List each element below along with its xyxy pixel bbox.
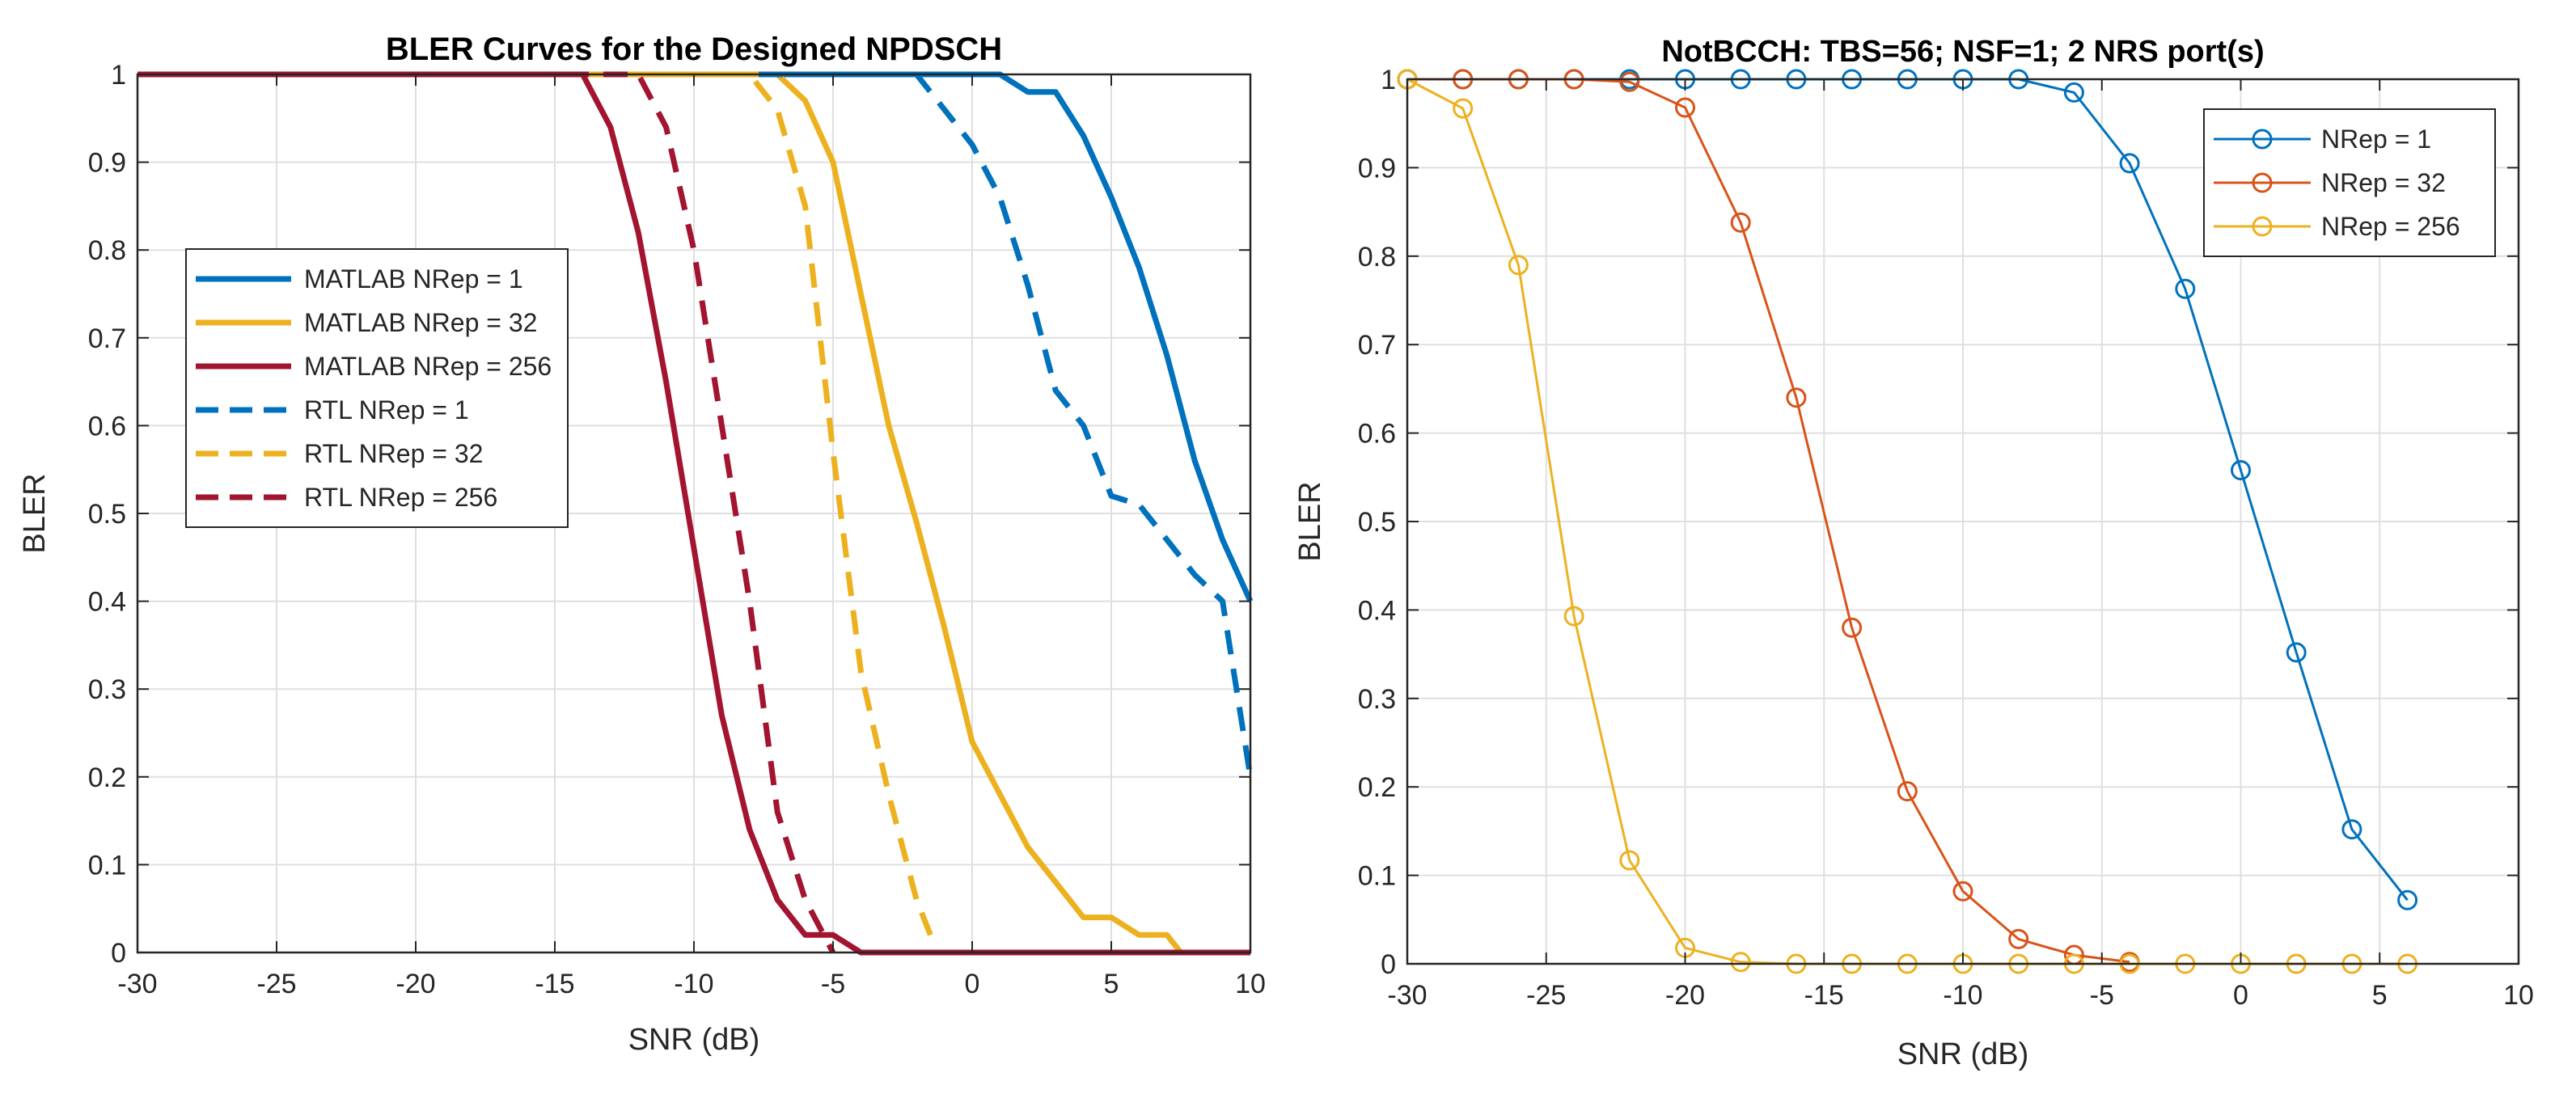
legend-marker (2252, 216, 2273, 237)
x-tick-label: -5 (2090, 980, 2114, 1011)
x-tick-label: -15 (535, 969, 574, 999)
y-tick-label: 0 (1381, 949, 1396, 980)
x-tick-label: -5 (821, 969, 845, 999)
legend-label: MATLAB NRep = 32 (304, 308, 537, 337)
series-matlab-nrep-32 (137, 71, 1250, 956)
x-tick-label: 5 (2372, 980, 2388, 1011)
data-point-marker (2286, 642, 2307, 663)
x-tick-label: -30 (1387, 980, 1427, 1011)
x-tick-label: -10 (674, 969, 713, 999)
y-tick-label: 0.7 (1358, 330, 1396, 361)
y-tick-label: 0.3 (88, 674, 126, 705)
y-tick-label: 0.9 (1358, 153, 1396, 184)
x-tick-label: -15 (1804, 980, 1844, 1011)
data-point-marker (2063, 82, 2084, 103)
x-tick-label: -25 (256, 969, 296, 999)
y-tick-label: 0.1 (88, 850, 126, 881)
y-tick-label: 0.7 (88, 323, 126, 354)
data-point-marker (1563, 606, 1584, 627)
x-tick-label: 10 (2503, 980, 2534, 1011)
data-point-marker (1842, 617, 1863, 638)
legend: NRep = 1 NRep = 32 NRep = 256 (2203, 108, 2496, 257)
chart-title: BLER Curves for the Designed NPDSCH (386, 32, 1002, 67)
legend-label: NRep = 1 (2321, 125, 2431, 154)
legend-label: RTL NRep = 1 (304, 395, 469, 425)
series-line (137, 71, 836, 954)
legend-marker (2252, 172, 2273, 193)
series-matlab-nrep-256 (137, 71, 1250, 956)
chart-title: NotBCCH: TBS=56; NSF=1; 2 NRS port(s) (1661, 35, 2264, 69)
series-rtl-nrep-32 (137, 71, 933, 936)
data-point-marker (1730, 952, 1751, 973)
legend-marker (2252, 129, 2273, 150)
data-point-marker (1619, 850, 1640, 871)
data-point-marker (1508, 255, 1529, 276)
legend-label: RTL NRep = 32 (304, 439, 483, 468)
x-tick-label: -25 (1526, 980, 1566, 1011)
y-tick-label: 0.5 (1358, 507, 1396, 538)
y-tick-label: 0.9 (88, 148, 126, 179)
series-line (137, 71, 933, 936)
legend-label: MATLAB NRep = 1 (304, 264, 523, 294)
legend-box (185, 248, 569, 528)
data-point-marker (1453, 98, 1474, 119)
data-point-marker (1675, 97, 1695, 118)
x-tick-label: -20 (395, 969, 435, 999)
data-point-marker (1897, 781, 1918, 802)
y-tick-label: 0.2 (88, 762, 126, 793)
y-tick-label: 0.1 (1358, 861, 1396, 892)
data-point-marker (2119, 153, 2140, 174)
series-rtl-nrep-1 (137, 71, 1254, 778)
y-tick-label: 0.3 (1358, 684, 1396, 715)
y-tick-label: 0 (111, 938, 126, 969)
y-tick-label: 0.6 (88, 411, 126, 441)
y-tick-label: 0.5 (88, 499, 126, 530)
legend-label: RTL NRep = 256 (304, 483, 497, 512)
series-line (137, 71, 1254, 778)
data-point-marker (2397, 889, 2418, 910)
y-tick-label: 1 (1381, 65, 1396, 95)
data-point-marker (2008, 928, 2029, 949)
data-point-marker (1952, 881, 1973, 902)
x-tick-label: -20 (1665, 980, 1705, 1011)
series-rtl-nrep-256 (137, 71, 836, 954)
y-tick-label: 0.2 (1358, 772, 1396, 803)
legend-label: NRep = 32 (2321, 168, 2446, 197)
bler-chart-matlab-vs-rtl: -30 -25 -20 -15 -10 -5 0 5 10 0 0.1 0.2 0.3 0.4 0.5 0.6… (18, 32, 1266, 1057)
y-axis-label: BLER (18, 473, 52, 553)
x-axis-label: SNR (dB) (1897, 1037, 2029, 1071)
x-tick-label: 0 (2233, 980, 2248, 1011)
x-tick-label: 10 (1235, 969, 1266, 999)
data-point-marker (1619, 71, 1640, 92)
legend-label: MATLAB NRep = 256 (304, 352, 552, 381)
data-point-marker (2341, 819, 2362, 840)
x-tick-label: -10 (1943, 980, 1982, 1011)
data-point-marker (1730, 212, 1751, 233)
data-point-marker (2175, 278, 2196, 299)
y-tick-label: 0.8 (1358, 242, 1396, 272)
y-tick-label: 1 (111, 60, 126, 91)
x-tick-label: 0 (965, 969, 980, 999)
bler-chart-notbcch: -30 -25 -20 -15 -10 -5 0 5 10 0 0.1 0.2 0.3 0.4 0.5 0.6… (1293, 35, 2534, 1071)
x-tick-label: -30 (117, 969, 157, 999)
y-tick-label: 0.4 (88, 587, 126, 618)
data-point-marker (2231, 460, 2251, 481)
series-line (137, 71, 1250, 956)
y-tick-label: 0.8 (88, 235, 126, 266)
y-axis-label: BLER (1293, 481, 1327, 561)
legend: MATLAB NRep = 1 MATLAB NRep = 32 MATLAB NR… (185, 248, 569, 528)
y-tick-label: 0.6 (1358, 419, 1396, 450)
data-point-marker (1786, 387, 1807, 408)
x-tick-label: 5 (1104, 969, 1119, 999)
x-axis-label: SNR (dB) (628, 1023, 760, 1057)
legend-label: NRep = 256 (2321, 212, 2460, 241)
series-line (137, 71, 1250, 956)
y-tick-label: 0.4 (1358, 595, 1396, 626)
